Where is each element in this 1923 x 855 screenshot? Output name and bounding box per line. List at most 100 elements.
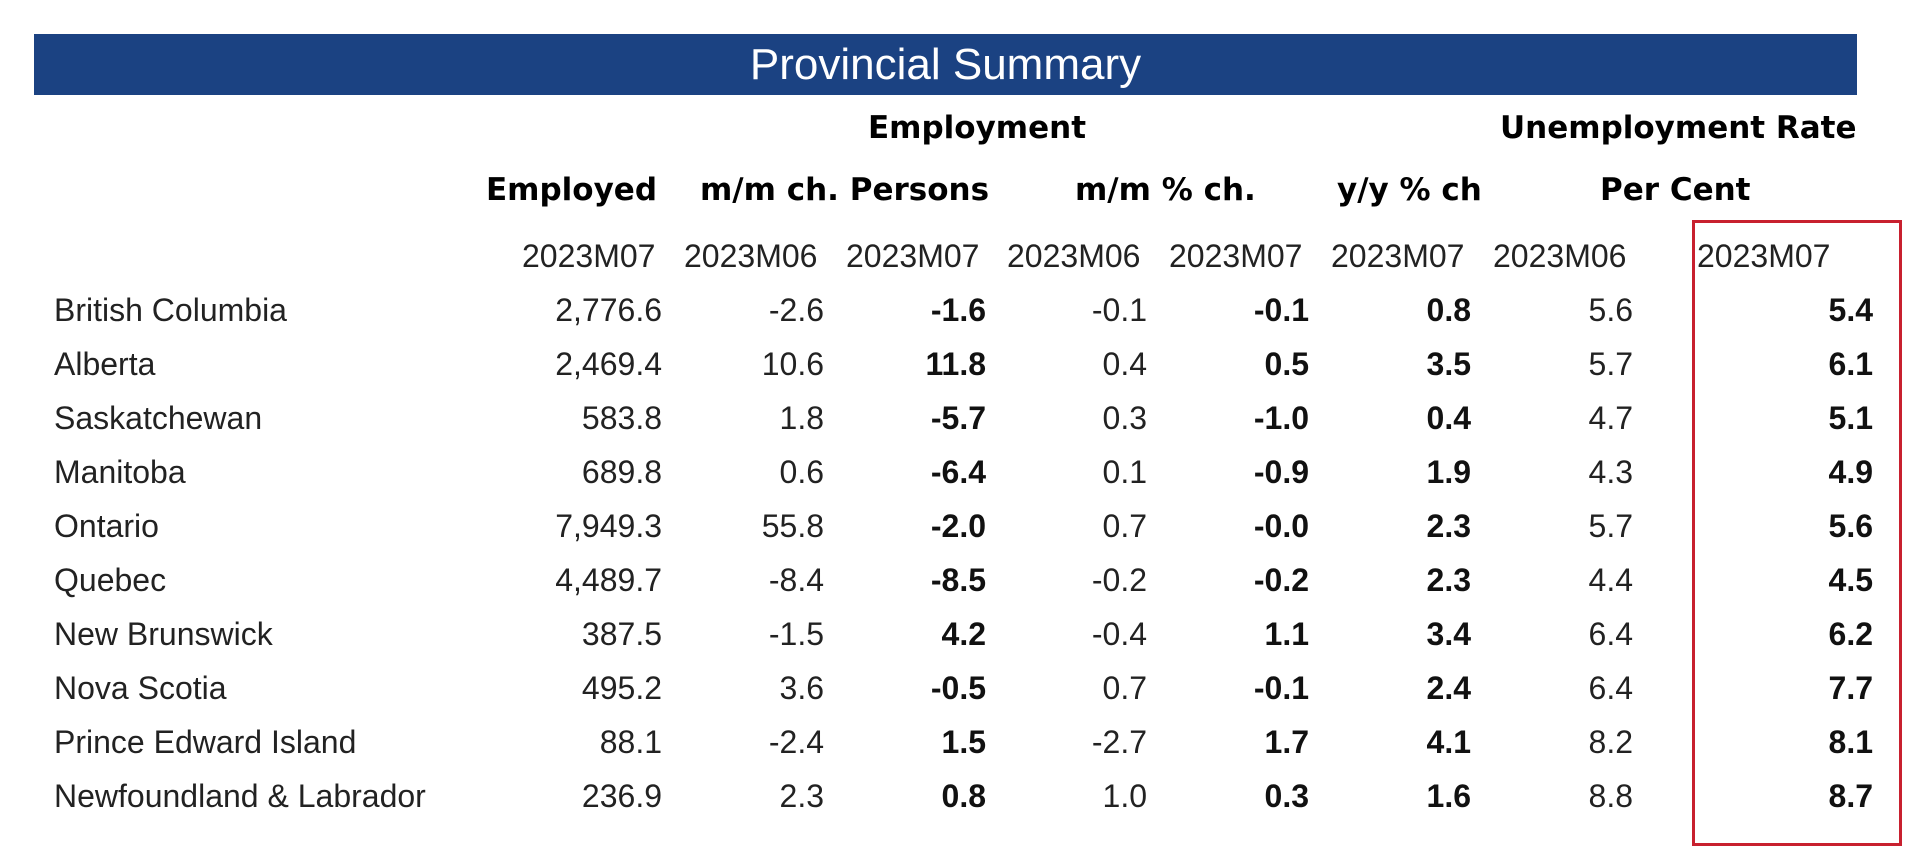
mm-change-current: 11.8 (925, 345, 986, 382)
mm-change-prev: -2.4 (768, 723, 824, 760)
mm-change-current: -0.5 (930, 669, 986, 706)
mm-change-current: -5.7 (930, 399, 986, 436)
table-row: Nova Scotia 495.2 3.6 -0.5 0.7 -0.1 2.4 … (34, 661, 1873, 715)
mm-percent-current: -0.1 (1253, 669, 1309, 706)
table-row: Saskatchewan 583.8 1.8 -5.7 0.3 -1.0 0.4… (34, 391, 1873, 445)
table-row: Manitoba 689.8 0.6 -6.4 0.1 -0.9 1.9 4.3… (34, 445, 1873, 499)
rate-current: 8.7 (1828, 777, 1873, 814)
period-label: 2023M07 (522, 238, 656, 274)
mm-percent-current: -0.2 (1253, 561, 1309, 598)
mm-percent-current: 0.3 (1264, 777, 1309, 814)
table-row: Alberta 2,469.4 10.6 11.8 0.4 0.5 3.5 5.… (34, 337, 1873, 391)
mm-percent-prev: -0.2 (1091, 561, 1147, 598)
rate-prev: 4.3 (1588, 453, 1633, 490)
rate-prev: 4.4 (1588, 561, 1633, 598)
table-row: British Columbia 2,776.6 -2.6 -1.6 -0.1 … (34, 283, 1873, 337)
yy-percent: 0.4 (1426, 399, 1471, 436)
mm-change-prev: -8.4 (768, 561, 824, 598)
yy-percent: 2.4 (1426, 669, 1471, 706)
table-row: New Brunswick 387.5 -1.5 4.2 -0.4 1.1 3.… (34, 607, 1873, 661)
table-row: Ontario 7,949.3 55.8 -2.0 0.7 -0.0 2.3 5… (34, 499, 1873, 553)
rate-prev: 5.7 (1588, 507, 1633, 544)
province-name: Manitoba (54, 453, 186, 490)
mm-change-current: -8.5 (930, 561, 986, 598)
rate-current: 5.6 (1828, 507, 1873, 544)
employed-value: 495.2 (581, 669, 662, 706)
rate-prev: 8.8 (1588, 777, 1633, 814)
rate-current: 7.7 (1828, 669, 1873, 706)
rate-current: 4.5 (1828, 561, 1873, 598)
column-header-per-cent: Per Cent (1600, 172, 1751, 208)
mm-percent-current: 1.7 (1264, 723, 1309, 760)
employed-value: 387.5 (581, 615, 662, 652)
province-name: Prince Edward Island (54, 723, 357, 760)
mm-percent-prev: 0.7 (1102, 669, 1147, 706)
mm-change-prev: 3.6 (779, 669, 824, 706)
period-label: 2023M06 (1493, 238, 1627, 274)
rate-current: 4.9 (1828, 453, 1873, 490)
mm-percent-current: 1.1 (1264, 615, 1309, 652)
mm-percent-prev: 0.3 (1102, 399, 1147, 436)
column-header-mm-change-persons: m/m ch. Persons (700, 172, 990, 208)
employed-value: 4,489.7 (555, 561, 662, 598)
employed-value: 689.8 (581, 453, 662, 490)
mm-percent-current: -1.0 (1253, 399, 1309, 436)
rate-current: 5.1 (1828, 399, 1873, 436)
mm-change-prev: 1.8 (779, 399, 824, 436)
mm-percent-prev: 1.0 (1102, 777, 1147, 814)
rate-current: 5.4 (1828, 291, 1873, 328)
table-row: Prince Edward Island 88.1 -2.4 1.5 -2.7 … (34, 715, 1873, 769)
mm-change-current: 4.2 (941, 615, 986, 652)
yy-percent: 0.8 (1426, 291, 1471, 328)
mm-change-current: 1.5 (941, 723, 986, 760)
employed-value: 88.1 (599, 723, 662, 760)
group-header-unemployment-rate: Unemployment Rate (1500, 110, 1857, 146)
province-name: Nova Scotia (54, 669, 227, 706)
mm-percent-prev: 0.7 (1102, 507, 1147, 544)
mm-change-prev: 0.6 (779, 453, 824, 490)
yy-percent: 1.9 (1426, 453, 1471, 490)
rate-prev: 6.4 (1588, 669, 1633, 706)
mm-change-current: -1.6 (930, 291, 986, 328)
rate-prev: 8.2 (1588, 723, 1633, 760)
employed-value: 583.8 (581, 399, 662, 436)
province-name: Alberta (54, 345, 156, 382)
yy-percent: 3.5 (1426, 345, 1471, 382)
group-header-employment: Employment (868, 110, 1087, 146)
yy-percent: 2.3 (1426, 561, 1471, 598)
table-title: Provincial Summary (34, 34, 1857, 95)
rate-prev: 6.4 (1588, 615, 1633, 652)
mm-percent-current: 0.5 (1264, 345, 1309, 382)
rate-current: 6.1 (1828, 345, 1873, 382)
period-label: 2023M06 (1007, 238, 1141, 274)
rate-current: 6.2 (1828, 615, 1873, 652)
rate-prev: 4.7 (1588, 399, 1633, 436)
yy-percent: 3.4 (1426, 615, 1471, 652)
province-name: Newfoundland & Labrador (54, 777, 426, 814)
mm-percent-prev: 0.4 (1102, 345, 1147, 382)
employed-value: 2,776.6 (555, 291, 662, 328)
mm-change-current: 0.8 (941, 777, 986, 814)
yy-percent: 1.6 (1426, 777, 1471, 814)
mm-percent-current: -0.0 (1253, 507, 1309, 544)
employed-value: 236.9 (581, 777, 662, 814)
column-header-mm-percent-change: m/m % ch. (1075, 172, 1256, 208)
mm-change-prev: -1.5 (768, 615, 824, 652)
province-name: Ontario (54, 507, 159, 544)
table-row: Newfoundland & Labrador 236.9 2.3 0.8 1.… (34, 769, 1873, 823)
province-name: British Columbia (54, 291, 287, 328)
yy-percent: 2.3 (1426, 507, 1471, 544)
period-label: 2023M07 (846, 238, 980, 274)
column-header-yy-percent-change: y/y % ch (1337, 172, 1482, 208)
rate-current: 8.1 (1828, 723, 1873, 760)
period-label: 2023M07 (1697, 238, 1831, 274)
yy-percent: 4.1 (1426, 723, 1471, 760)
employed-value: 7,949.3 (555, 507, 662, 544)
mm-percent-prev: -0.1 (1091, 291, 1147, 328)
mm-percent-current: -0.9 (1253, 453, 1309, 490)
period-label: 2023M06 (684, 238, 818, 274)
employed-value: 2,469.4 (555, 345, 662, 382)
rate-prev: 5.6 (1588, 291, 1633, 328)
province-name: Quebec (54, 561, 167, 598)
period-label: 2023M07 (1169, 238, 1303, 274)
